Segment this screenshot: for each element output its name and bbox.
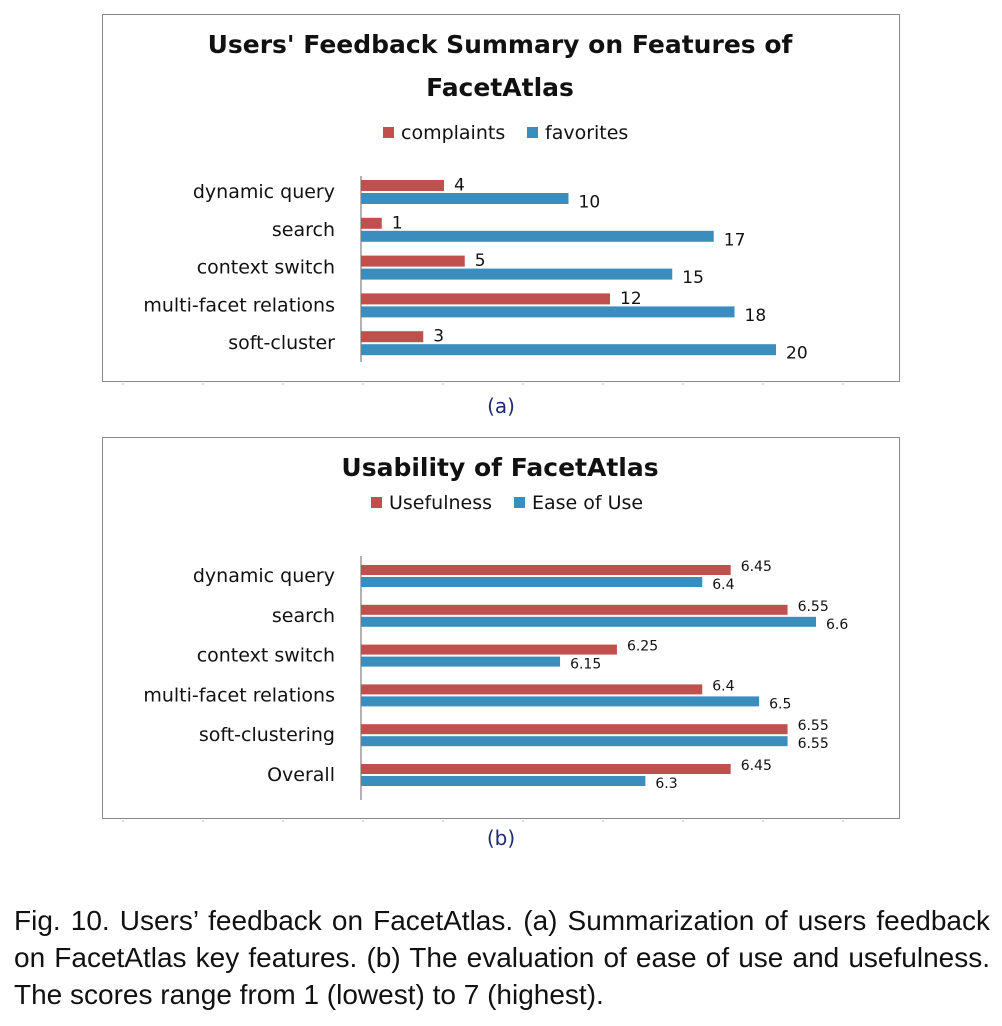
chart-a-title-line: Users' Feedback Summary on Features of <box>208 30 794 59</box>
chart-b-data-label: 6.55 <box>798 718 829 734</box>
chart-b-data-label: 6.25 <box>627 639 658 655</box>
chart-b-legend-label: Usefulness <box>389 492 492 514</box>
chart-a: Users' Feedback Summary on Features of Fa… <box>122 30 844 385</box>
figure-caption: Fig. 10. Users’ feedback on FacetAtlas. … <box>14 905 990 1010</box>
chart-a-bar-favorites <box>361 268 673 280</box>
chart-a-bar-complaints <box>361 217 382 229</box>
chart-a-title-line: FacetAtlas <box>426 73 574 102</box>
chart-a-legend-label: favorites <box>545 122 628 144</box>
chart-b-data-label: 6.4 <box>712 577 734 593</box>
chart-b-bar-ease-of-use <box>361 776 646 786</box>
chart-a-category-label: dynamic query <box>193 181 335 203</box>
chart-a-data-label: 17 <box>724 230 746 250</box>
chart-b-data-label: 6.15 <box>570 657 601 673</box>
chart-b-bar-usefulness <box>361 684 703 695</box>
chart-b-data-label: 6.4 <box>712 678 734 694</box>
chart-b-bar-ease-of-use <box>361 696 760 707</box>
chart-b-category-label: soft-clustering <box>199 724 335 746</box>
chart-a-category-label: search <box>272 219 335 241</box>
chart-b-bar-ease-of-use <box>361 577 703 587</box>
subcaption-a: (a) <box>487 394 515 418</box>
chart-a-data-label: 12 <box>620 289 642 309</box>
chart-a-data-label: 18 <box>745 306 767 326</box>
chart-b: Usability of FacetAtlas Usefulness Ease of… <box>122 453 848 822</box>
chart-b-bar-usefulness <box>361 724 788 735</box>
chart-b-data-label: 6.55 <box>798 736 829 752</box>
chart-b-legend-label: Ease of Use <box>532 492 643 514</box>
chart-a-legend-label: complaints <box>401 122 505 144</box>
chart-b-bar-ease-of-use <box>361 616 816 627</box>
chart-b-data-label: 6.6 <box>826 617 848 633</box>
chart-a-data-label: 3 <box>433 327 444 347</box>
chart-b-data-label: 6.45 <box>741 758 772 774</box>
chart-a-bar-complaints <box>361 255 465 267</box>
chart-b-frame <box>102 437 900 819</box>
chart-a-data-label: 4 <box>454 176 465 196</box>
chart-b-category-label: context switch <box>197 645 335 667</box>
chart-a-bar-complaints <box>361 293 610 305</box>
chart-b-bar-usefulness <box>361 764 731 774</box>
chart-b-bar-usefulness <box>361 644 617 655</box>
chart-b-bar-usefulness <box>361 604 788 615</box>
chart-a-category-label: context switch <box>197 257 335 279</box>
chart-b-legend-swatch <box>371 497 382 508</box>
chart-a-legend-swatch <box>527 127 538 138</box>
chart-b-category-label: multi-facet relations <box>143 684 335 706</box>
chart-b-bar-ease-of-use <box>361 656 561 667</box>
chart-b-title-line: Usability of FacetAtlas <box>341 453 658 482</box>
chart-b-category-label: Overall <box>267 764 335 786</box>
chart-b-category-label: dynamic query <box>193 565 335 587</box>
chart-a-legend-swatch <box>383 127 394 138</box>
chart-b-legend-swatch <box>514 497 525 508</box>
chart-b-bar-ease-of-use <box>361 736 788 747</box>
subcaption-b: (b) <box>486 826 516 850</box>
chart-a-data-label: 20 <box>786 344 808 364</box>
chart-a-bar-favorites <box>361 193 569 204</box>
chart-b-data-label: 6.5 <box>769 696 791 712</box>
chart-a-data-label: 15 <box>682 268 704 288</box>
chart-a-data-label: 5 <box>475 251 486 271</box>
chart-b-data-label: 6.45 <box>741 559 772 575</box>
chart-b-data-label: 6.3 <box>655 776 677 792</box>
chart-a-bar-favorites <box>361 230 714 242</box>
chart-a-category-label: soft-cluster <box>228 332 335 354</box>
chart-a-bar-favorites <box>361 344 776 356</box>
chart-b-category-label: search <box>272 605 335 627</box>
chart-a-data-label: 1 <box>392 213 403 233</box>
chart-a-bar-complaints <box>361 180 444 191</box>
chart-a-bar-complaints <box>361 331 424 343</box>
chart-b-bar-usefulness <box>361 565 731 575</box>
chart-a-category-label: multi-facet relations <box>143 294 335 316</box>
chart-a-bar-favorites <box>361 306 735 318</box>
chart-a-data-label: 10 <box>579 193 601 213</box>
chart-b-data-label: 6.55 <box>798 599 829 615</box>
